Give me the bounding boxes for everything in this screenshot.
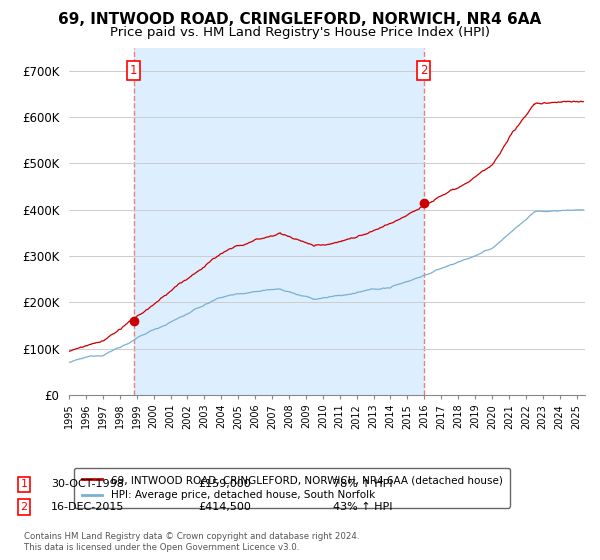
Text: £414,500: £414,500	[198, 502, 251, 512]
Text: £159,000: £159,000	[198, 479, 251, 489]
Bar	[134, 48, 424, 395]
Text: Contains HM Land Registry data © Crown copyright and database right 2024.
This d: Contains HM Land Registry data © Crown c…	[24, 533, 359, 552]
Text: 2: 2	[20, 502, 28, 512]
Text: 2: 2	[420, 64, 427, 77]
Text: 16-DEC-2015: 16-DEC-2015	[51, 502, 124, 512]
Text: 69, INTWOOD ROAD, CRINGLEFORD, NORWICH, NR4 6AA: 69, INTWOOD ROAD, CRINGLEFORD, NORWICH, …	[58, 12, 542, 27]
Legend: 69, INTWOOD ROAD, CRINGLEFORD, NORWICH, NR4 6AA (detached house), HPI: Average p: 69, INTWOOD ROAD, CRINGLEFORD, NORWICH, …	[74, 468, 510, 507]
Text: 78% ↑ HPI: 78% ↑ HPI	[333, 479, 392, 489]
Text: Price paid vs. HM Land Registry's House Price Index (HPI): Price paid vs. HM Land Registry's House …	[110, 26, 490, 39]
Text: 1: 1	[130, 64, 137, 77]
Text: 1: 1	[20, 479, 28, 489]
Text: 30-OCT-1998: 30-OCT-1998	[51, 479, 124, 489]
Text: 43% ↑ HPI: 43% ↑ HPI	[333, 502, 392, 512]
